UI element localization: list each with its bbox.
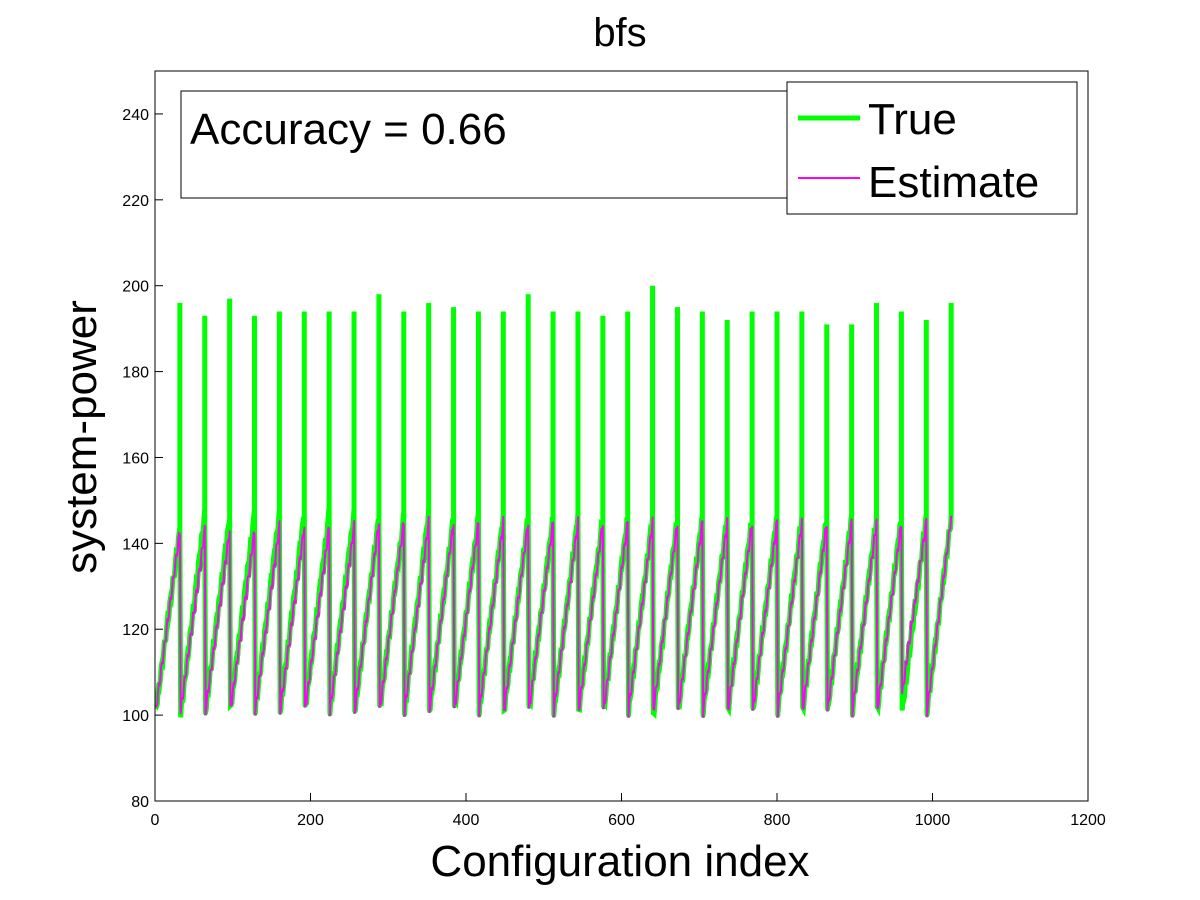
x-tick-label: 1000	[915, 812, 951, 829]
y-tick-label: 120	[122, 622, 149, 639]
y-tick-label: 100	[122, 708, 149, 725]
y-tick-label: 240	[122, 107, 149, 124]
accuracy-annotation: Accuracy = 0.66	[180, 90, 793, 199]
y-axis: 80 100 120 140 160 180 200 220 240	[122, 107, 163, 811]
legend: True Estimate	[786, 81, 1078, 215]
x-tick-label: 800	[764, 812, 791, 829]
accuracy-annotation-text: Accuracy = 0.66	[190, 105, 507, 154]
y-tick-label: 80	[131, 794, 149, 811]
series-line-estimate	[155, 515, 953, 717]
y-tick-label: 140	[122, 536, 149, 553]
series-layer	[154, 285, 954, 719]
y-tick-label: 200	[122, 279, 149, 296]
legend-box	[786, 81, 1078, 215]
x-axis: 0 200 400 600 800 1000 1200	[151, 793, 1106, 829]
x-tick-label: 400	[453, 812, 480, 829]
y-tick-label: 160	[122, 450, 149, 467]
y-tick-label: 180	[122, 365, 149, 382]
chart-title: bfs	[593, 11, 646, 55]
x-tick-label: 600	[608, 812, 635, 829]
x-tick-label: 200	[297, 812, 324, 829]
legend-label-estimate: Estimate	[868, 158, 1039, 207]
x-tick-label: 1200	[1070, 812, 1106, 829]
x-tick-label: 0	[151, 812, 160, 829]
y-axis-title: system-power	[57, 300, 106, 574]
y-tick-label: 220	[122, 193, 149, 210]
x-axis-title: Configuration index	[430, 837, 809, 886]
legend-label-true: True	[868, 95, 957, 144]
